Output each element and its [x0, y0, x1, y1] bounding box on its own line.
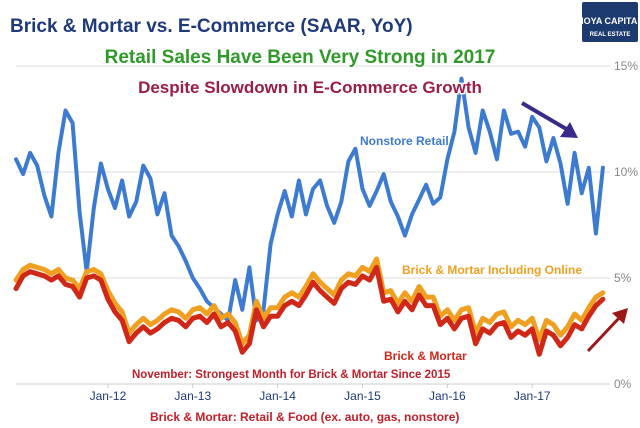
- x-tick-label: Jan-16: [429, 389, 466, 403]
- y-tick-label: 15%: [614, 59, 638, 73]
- logo-line-1: HOYA CAPITAL: [577, 16, 640, 26]
- subheadline: Despite Slowdown in E-Commerce Growth: [138, 78, 482, 97]
- footnote: Brick & Mortar: Retail & Food (ex. auto,…: [150, 410, 459, 424]
- headline: Retail Sales Have Been Very Strong in 20…: [105, 47, 496, 68]
- x-axis-ticks: Jan-12 Jan-13 Jan-14 Jan-15 Jan-16 Jan-17: [90, 384, 551, 403]
- series-label-brick-online: Brick & Mortar Including Online: [402, 263, 582, 277]
- up-arrow: [586, 308, 628, 353]
- y-tick-label: 5%: [614, 271, 632, 285]
- x-tick-label: Jan-17: [514, 389, 551, 403]
- down-arrow: [520, 101, 578, 138]
- logo-line-2: REAL ESTATE: [590, 32, 631, 38]
- grid: [16, 65, 610, 385]
- series-line-brick-mortar-including-online: [13, 256, 606, 347]
- y-tick-label: 0%: [614, 377, 632, 391]
- x-tick-label: Jan-14: [259, 389, 296, 403]
- series-label-brick: Brick & Mortar: [384, 349, 467, 363]
- y-axis-ticks: 0% 5% 10% 15%: [614, 59, 638, 391]
- series-line-brick-mortar: [13, 264, 606, 357]
- series-lines: [13, 76, 606, 357]
- x-tick-label: Jan-12: [90, 389, 127, 403]
- brand-logo: HOYA CAPITAL REAL ESTATE: [577, 2, 640, 42]
- chart-title: Brick & Mortar vs. E-Commerce (SAAR, YoY…: [10, 16, 413, 37]
- x-tick-label: Jan-13: [174, 389, 211, 403]
- annotation: November: Strongest Month for Brick & Mo…: [132, 369, 451, 381]
- series-label-nonstore: Nonstore Retail: [360, 134, 449, 148]
- x-tick-label: Jan-15: [344, 389, 381, 403]
- series-line-nonstore-retail: [14, 76, 605, 323]
- y-tick-label: 10%: [614, 165, 638, 179]
